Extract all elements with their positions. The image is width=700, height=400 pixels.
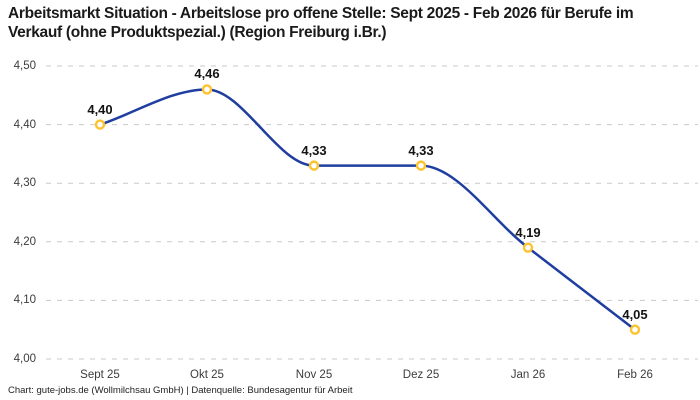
data-point-marker[interactable] — [94, 119, 106, 130]
y-axis-tick-label: 4,20 — [13, 235, 36, 248]
y-axis-tick-label: 4,10 — [13, 294, 36, 307]
data-point-value-label: 4,05 — [622, 306, 648, 322]
data-point-marker[interactable] — [415, 160, 427, 171]
data-point-value-label: 4,46 — [194, 66, 220, 82]
x-axis-tick-label: Sept 25 — [80, 369, 120, 381]
y-axis-tick-label: 4,00 — [13, 353, 36, 365]
chart-title: Arbeitsmarkt Situation - Arbeitslose pro… — [8, 5, 634, 41]
y-axis-tick-label: 4,30 — [13, 177, 36, 190]
x-axis-tick-label: Dez 25 — [402, 369, 440, 381]
data-series-line — [99, 88, 636, 331]
data-point-marker[interactable] — [308, 160, 320, 171]
data-point-value-label: 4,40 — [87, 101, 113, 117]
y-axis-tick-label: 4,40 — [13, 118, 36, 131]
data-point-marker[interactable] — [522, 242, 534, 253]
chart-credit-line: Chart: gute-jobs.de (Wollmilchsau GmbH) … — [8, 385, 353, 396]
x-axis-tick-label: Jan 26 — [510, 369, 546, 381]
data-point-value-label: 4,19 — [515, 224, 541, 240]
data-point-marker[interactable] — [629, 324, 641, 335]
x-axis-tick-label: Okt 25 — [190, 369, 224, 381]
data-point-value-label: 4,33 — [408, 142, 434, 158]
data-point-value-label: 4,33 — [301, 142, 327, 158]
x-axis-tick-label: Feb 26 — [617, 369, 653, 381]
x-axis-tick-label: Nov 25 — [295, 369, 333, 381]
y-axis-tick-label: 4,50 — [13, 60, 36, 72]
data-point-marker[interactable] — [201, 84, 213, 95]
